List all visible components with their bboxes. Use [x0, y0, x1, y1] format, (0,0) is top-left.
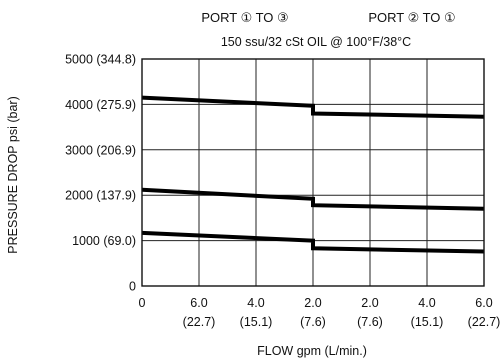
x-tick-sublabel: (22.7) — [468, 315, 501, 329]
x-tick-label: 2.0 — [304, 296, 321, 310]
x-tick-label: 2.0 — [361, 296, 378, 310]
y-tick-label: 2000 (137.9) — [65, 189, 136, 203]
series-line-2 — [141, 187, 485, 211]
port-label-left: PORT ① TO ③ — [201, 10, 288, 25]
port-label-right: PORT ② TO ① — [368, 10, 455, 25]
y-tick-label: 1000 (69.0) — [72, 234, 136, 248]
x-tick-label: 0 — [139, 296, 146, 310]
x-tick-label: 6.0 — [190, 296, 207, 310]
series-line-3 — [141, 230, 485, 254]
x-tick-sublabel: (7.6) — [300, 315, 326, 329]
x-tick-label: 4.0 — [418, 296, 435, 310]
y-tick-label: 4000 (275.9) — [65, 98, 136, 112]
y-tick-label: 5000 (344.8) — [65, 53, 136, 67]
x-tick-sublabel: (15.1) — [411, 315, 444, 329]
x-tick-label: 4.0 — [247, 296, 264, 310]
x-tick-sublabel: (7.6) — [357, 315, 383, 329]
x-axis-label: FLOW gpm (L/min.) — [257, 344, 367, 358]
y-tick-label: 0 — [129, 280, 136, 294]
plot-frame — [141, 58, 485, 287]
y-tick-label: 3000 (206.9) — [65, 143, 136, 157]
x-tick-sublabel: (15.1) — [240, 315, 273, 329]
y-tick-labels: 0 1000 (69.0) 2000 (137.9) 3000 (206.9) 4000… — [65, 53, 136, 294]
chart-subtitle: 150 ssu/32 cSt OIL @ 100°F/38°C — [221, 35, 411, 49]
x-tick-labels: 0 6.0 (22.7) 4.0 (15.1) 2.0 (7.6) 2.0 (7.6) 4.0 (1… — [139, 296, 501, 329]
x-tick-sublabel: (22.7) — [183, 315, 216, 329]
series-lines — [141, 95, 485, 254]
series-line-1 — [141, 95, 485, 119]
grid — [142, 59, 484, 286]
y-axis-label: PRESSURE DROP psi (bar) — [6, 96, 20, 253]
x-tick-label: 6.0 — [475, 296, 492, 310]
